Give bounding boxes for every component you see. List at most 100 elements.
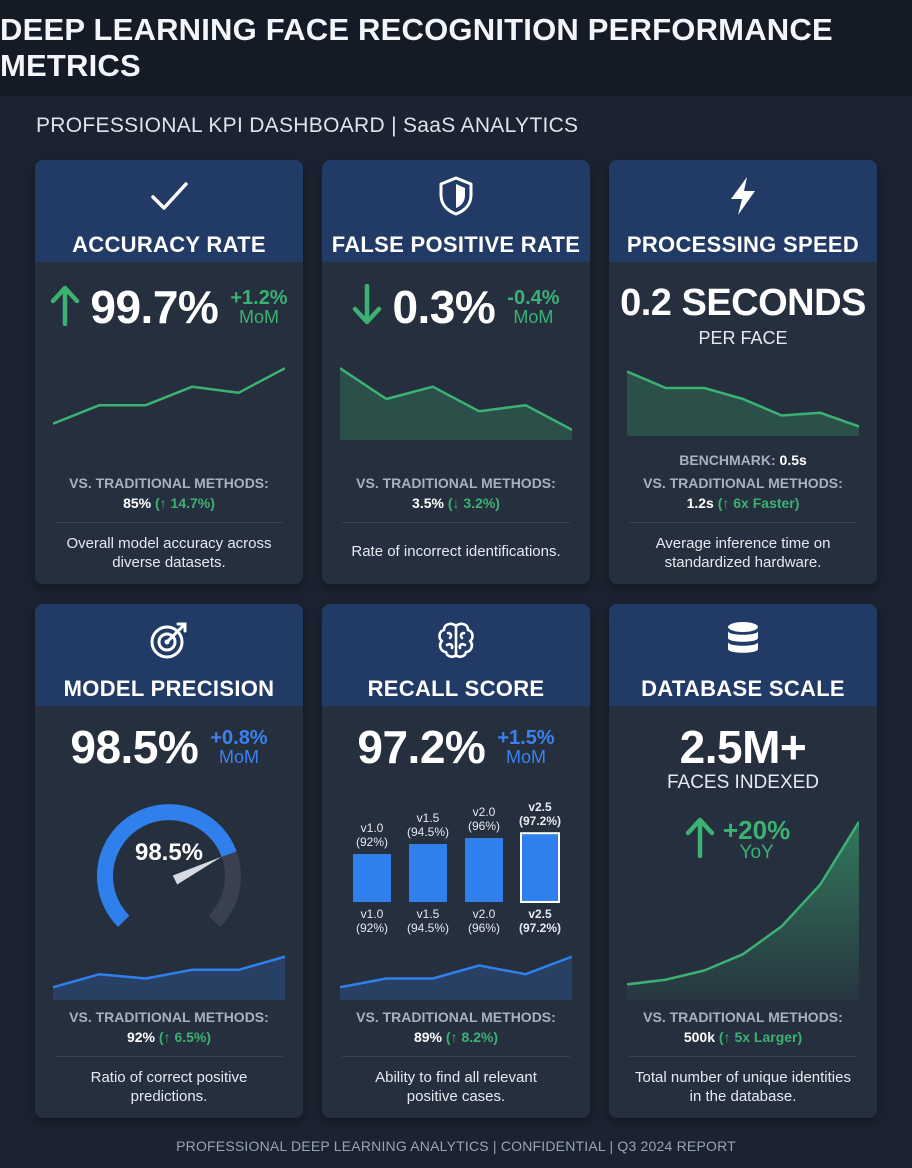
metric-row: 98.5% +0.8% MoM <box>35 720 303 774</box>
bar-category-label: v2.0 <box>473 907 496 921</box>
comparison-value: 89% <box>413 1029 442 1045</box>
comparison-change: (↑ 8.2%) <box>445 1029 499 1045</box>
description-line: standardized hardware. <box>664 554 822 571</box>
metric-delta-period: MoM <box>238 307 279 327</box>
metric-unit: PER FACE <box>698 328 788 348</box>
card-title: DATABASE SCALE <box>641 676 845 701</box>
comparison-change: (↓ 3.2%) <box>447 495 500 511</box>
metric-delta-period: MoM <box>218 747 259 767</box>
comparison-change: (↑ 6x Faster) <box>717 495 800 511</box>
recall-bar <box>409 844 447 902</box>
arrow-down-icon <box>352 283 382 331</box>
metric-row: 97.2% +1.5% MoM <box>322 720 590 774</box>
growth-value: +20% <box>723 815 791 845</box>
accuracy-sparkline <box>53 367 285 425</box>
bar-value-label: (97.2%) <box>519 814 561 828</box>
description-line: Rate of incorrect identifications. <box>351 543 561 560</box>
card-description: Total number of unique identities in the… <box>609 1068 877 1106</box>
comparison-value: 92% <box>126 1029 155 1045</box>
divider <box>55 522 283 523</box>
divider <box>629 522 857 523</box>
card-title: MODEL PRECISION <box>63 676 275 701</box>
bar-value-label: v1.0 <box>361 821 384 835</box>
metric-delta: +1.2% <box>230 287 288 309</box>
card-title: FALSE POSITIVE RATE <box>331 232 581 257</box>
comparison-label: VS. TRADITIONAL METHODS: <box>356 1009 556 1025</box>
metric-delta: +0.8% <box>210 727 268 749</box>
bar-value-label: v1.5 <box>417 811 440 825</box>
card-header: MODEL PRECISION <box>35 604 303 706</box>
card-description: Ability to find all relevant positive ca… <box>322 1068 590 1106</box>
card-title: PROCESSING SPEED <box>626 232 860 257</box>
bar-value-label: v2.0 <box>473 805 496 819</box>
metric-value: 2.5M+ <box>679 721 807 773</box>
benchmark-label: BENCHMARK: <box>679 452 776 468</box>
metric-value: 97.2% <box>357 721 486 773</box>
recall-bar <box>465 838 503 902</box>
database-scale-card: DATABASE SCALE 2.5M+ FACES INDEXED +20% … <box>609 604 877 1118</box>
bar-category-label: v1.5 <box>417 907 440 921</box>
comparison-label: VS. TRADITIONAL METHODS: <box>69 1009 269 1025</box>
bar-category-label: (92%) <box>356 921 388 935</box>
metric-value: 98.5% <box>70 721 199 773</box>
comparison-change: (↑ 14.7%) <box>155 495 215 511</box>
metric-row: 99.7% +1.2% MoM <box>35 280 303 334</box>
metric-delta: -0.4% <box>507 287 560 309</box>
bar-category-label: v1.0 <box>361 907 384 921</box>
lightning-icon <box>721 174 765 218</box>
recall-bar <box>520 832 560 904</box>
comparison: VS. TRADITIONAL METHODS: 3.5% (↓ 3.2%) <box>322 473 590 513</box>
arrow-up-icon <box>50 284 80 331</box>
gauge-label: 98.5% <box>135 839 203 866</box>
bar-value-label: (94.5%) <box>407 825 449 839</box>
processing-sparkline <box>627 370 859 436</box>
divider <box>629 1056 857 1057</box>
metric-row: 2.5M+ <box>609 720 877 774</box>
comparison-change: (↑ 6.5%) <box>158 1029 212 1045</box>
growth-indicator: +20% YoY <box>685 816 790 863</box>
card-header: DATABASE SCALE <box>609 604 877 706</box>
comparison: VS. TRADITIONAL METHODS: 92% (↑ 6.5%) <box>35 1007 303 1047</box>
bar-category-label: v2.5 <box>528 907 552 921</box>
card-header: FALSE POSITIVE RATE <box>322 160 590 262</box>
target-icon <box>147 618 191 662</box>
comparison-value: 500k <box>683 1029 715 1045</box>
precision-gauge: 98.5% <box>97 804 241 927</box>
comparison-label: VS. TRADITIONAL METHODS: <box>69 475 269 491</box>
card-header: ACCURACY RATE <box>35 160 303 262</box>
bar-value-label: v2.5 <box>528 800 552 814</box>
brain-icon <box>434 618 478 662</box>
metric-delta-period: MoM <box>513 307 554 327</box>
benchmark-value: 0.5s <box>779 452 807 468</box>
bar-value-label: (92%) <box>356 835 388 849</box>
comparison: VS. TRADITIONAL METHODS: 500k (↑ 5x Larg… <box>609 1007 877 1047</box>
database-growth-chart <box>627 821 859 1000</box>
processing-speed-card: PROCESSING SPEED 0.2 SECONDS PER FACE BE… <box>609 160 877 584</box>
comparison-label: VS. TRADITIONAL METHODS: <box>643 1009 843 1025</box>
comparison-label: VS. TRADITIONAL METHODS: <box>356 475 556 491</box>
metric-value: 0.3% <box>392 281 496 333</box>
bar-value-label: (96%) <box>468 819 500 833</box>
description-line: predictions. <box>130 1088 208 1105</box>
metric-unit: FACES INDEXED <box>666 772 820 793</box>
description-line: Overall model accuracy across <box>66 535 272 552</box>
description-line: diverse datasets. <box>112 554 226 571</box>
metric-row: 0.3% -0.4% MoM <box>322 280 590 334</box>
card-header: PROCESSING SPEED <box>609 160 877 262</box>
description-line: Ability to find all relevant <box>375 1069 537 1086</box>
title-bar: DEEP LEARNING FACE RECOGNITION PERFORMAN… <box>0 0 912 96</box>
page-title: DEEP LEARNING FACE RECOGNITION PERFORMAN… <box>0 12 833 83</box>
recall-score-card: RECALL SCORE 97.2% +1.5% MoM v1.0 (92%) v1… <box>322 604 590 1118</box>
card-description: Overall model accuracy across diverse da… <box>35 534 303 572</box>
false-positive-sparkline <box>340 367 572 440</box>
card-description: Rate of incorrect identifications. <box>322 542 590 561</box>
divider <box>342 522 570 523</box>
metric-delta-period: MoM <box>505 747 546 767</box>
precision-sparkline <box>53 955 285 1000</box>
description-line: positive cases. <box>406 1088 506 1105</box>
comparison-value: 1.2s <box>686 495 714 511</box>
recall-sparkline <box>340 955 572 1000</box>
comparison: VS. TRADITIONAL METHODS: 85% (↑ 14.7%) <box>35 473 303 513</box>
metric-row: 0.2 SECONDS <box>609 282 877 325</box>
accuracy-card: ACCURACY RATE 99.7% +1.2% MoM VS. TRADIT… <box>35 160 303 584</box>
